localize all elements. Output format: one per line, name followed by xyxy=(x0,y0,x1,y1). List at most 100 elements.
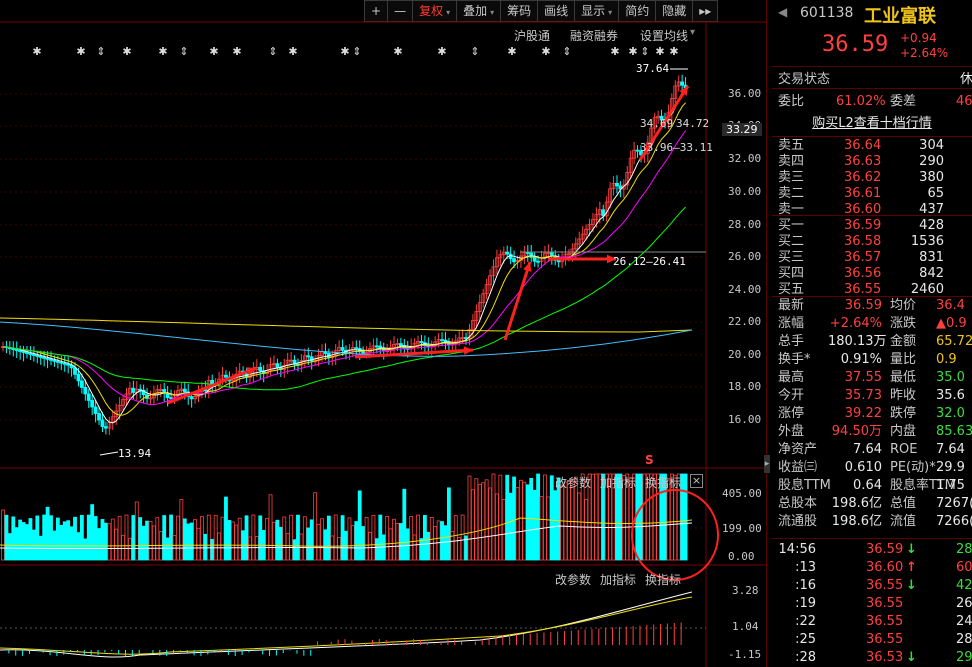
bid-row[interactable]: 买一 36.59 428 xyxy=(778,218,972,234)
candle-body xyxy=(525,252,530,254)
volume-bar xyxy=(350,525,355,561)
volume-bar xyxy=(402,488,407,561)
stat-label: 均价 xyxy=(890,298,917,313)
volume-bar xyxy=(405,528,410,561)
volume-bar xyxy=(200,516,204,561)
volume-bar xyxy=(182,518,187,561)
volume-bar xyxy=(625,473,630,561)
toolbar-more-button[interactable]: ▸▸ xyxy=(693,0,719,22)
toolbar-button-5[interactable]: 画线 xyxy=(538,0,576,22)
candle-body xyxy=(570,248,575,255)
volume-bar xyxy=(7,533,12,561)
bid-row[interactable]: 买五 36.55 2460 xyxy=(778,282,972,298)
volume-bar xyxy=(148,520,153,561)
margin-trading-link[interactable]: 融资融券 xyxy=(570,29,619,43)
price-change-pct: +2.64% xyxy=(900,46,949,60)
ask-row[interactable]: 卖三 36.62 380 xyxy=(778,170,972,186)
stat-label: 今开 xyxy=(778,388,805,403)
volume-bar xyxy=(11,516,16,561)
level-price: 36.61 xyxy=(844,186,882,201)
panel-divider xyxy=(766,0,767,667)
chevron-down-icon[interactable]: ▾ xyxy=(690,27,696,38)
level-price: 36.56 xyxy=(844,266,882,281)
volume-bar xyxy=(495,493,499,561)
ask-row[interactable]: 卖一 36.60 437 xyxy=(778,202,972,218)
macd-axis-mid: 1.04 xyxy=(732,620,759,633)
ma20-line xyxy=(2,130,687,405)
volume-bar xyxy=(649,473,654,561)
volume-bar xyxy=(443,525,448,561)
volume-bar xyxy=(79,514,84,561)
ask-row[interactable]: 卖五 36.64 304 xyxy=(778,138,972,154)
candle-body xyxy=(481,293,486,304)
stat-row: 净资产 7.64 ROE 7.64 xyxy=(778,442,972,458)
candle-body xyxy=(86,393,91,401)
toolbar-button-8[interactable]: 隐藏 xyxy=(656,0,694,22)
candle-body xyxy=(676,81,681,87)
bid-row[interactable]: 买四 36.56 842 xyxy=(778,266,972,282)
volume-bar xyxy=(90,504,95,561)
level-volume: 65 xyxy=(927,186,944,201)
ask-row[interactable]: 卖四 36.63 290 xyxy=(778,154,972,170)
vol-change-indicator-button[interactable]: 换指标 xyxy=(645,476,682,490)
stat-label: 涨停 xyxy=(778,406,805,421)
stat-value: 0.64 xyxy=(853,478,882,493)
volume-bar xyxy=(556,477,561,561)
quote-panel: ◀ 601138 工业富联 36.59 +0.94 +2.64% 交易状态 休市… xyxy=(772,0,972,667)
stat-label: 最高 xyxy=(778,370,805,385)
volume-bar xyxy=(512,476,516,561)
stat-value: 1.75 xyxy=(936,478,965,493)
volume-bar xyxy=(621,475,626,561)
toolbar-button-label: 隐藏 xyxy=(662,4,687,18)
bid-row[interactable]: 买二 36.58 1536 xyxy=(778,234,972,250)
candle-body xyxy=(128,387,132,395)
macd-add-indicator-button[interactable]: 加指标 xyxy=(600,573,637,587)
l2-upgrade-link[interactable]: 购买L2查看十档行情 xyxy=(812,116,932,131)
prev-stock-icon[interactable]: ◀ xyxy=(778,5,788,19)
macd-axis-min: -1.15 xyxy=(728,648,762,661)
vol-edit-params-button[interactable]: 改参数 xyxy=(555,476,592,490)
current-price-tag: 33.29 xyxy=(722,123,762,136)
stat-value: 35.73 xyxy=(844,388,882,403)
volume-bar xyxy=(628,477,633,561)
volume-ma-line xyxy=(0,522,693,550)
volume-bar xyxy=(258,515,263,561)
volume-bar xyxy=(368,531,372,561)
toolbar-button-1[interactable]: — xyxy=(388,0,414,22)
volume-bar xyxy=(467,475,472,561)
stat-value: 0.610 xyxy=(844,460,882,475)
bid-row[interactable]: 买三 36.57 831 xyxy=(778,250,972,266)
volume-bar xyxy=(374,538,379,561)
tick-price: 36.53 xyxy=(866,650,904,665)
volume-bar xyxy=(676,473,681,561)
volume-bar xyxy=(357,490,362,561)
volume-bar xyxy=(446,487,451,561)
candle-body xyxy=(59,361,64,364)
toolbar-button-4[interactable]: 筹码 xyxy=(501,0,539,22)
volume-bar xyxy=(165,537,170,561)
macd-edit-params-button[interactable]: 改参数 xyxy=(555,573,592,587)
collapse-handle[interactable]: ▸ xyxy=(764,455,770,473)
candle-body xyxy=(656,115,661,119)
vol-add-indicator-button[interactable]: 加指标 xyxy=(600,476,637,490)
candle-body xyxy=(416,341,420,344)
volume-bar xyxy=(385,515,390,561)
candle-body xyxy=(148,397,153,400)
candle-body xyxy=(567,253,571,256)
toolbar-button-6[interactable]: 显示 ▾ xyxy=(575,0,620,22)
toolbar-button-7[interactable]: 简约 xyxy=(619,0,657,22)
hk-connect-link[interactable]: 沪股通 xyxy=(514,29,551,43)
macd-change-indicator-button[interactable]: 换指标 xyxy=(645,573,682,587)
candle-body xyxy=(179,388,184,392)
ma-settings-link[interactable]: 设置均线 xyxy=(640,29,689,43)
chevron-down-icon: ▾ xyxy=(608,8,613,17)
volume-bar xyxy=(549,475,554,561)
candle-body xyxy=(364,351,369,354)
stat-value: 35.6 xyxy=(936,388,965,403)
kline-chart[interactable]: ✱ ✱ ⇕ ✱ ✱ ⇕ ✱ ✱ ⇕ ✱ ✱ ⇕ ✱ ✱ ⇕ ✱ ✱ ⇕ ✱ ✱ ⇕ ✱ ✱ xyxy=(0,0,770,667)
tick-price: 36.59 xyxy=(866,542,904,557)
candle-body xyxy=(371,345,376,350)
close-icon[interactable]: × xyxy=(690,474,703,488)
level-volume: 428 xyxy=(919,218,944,233)
ask-row[interactable]: 卖二 36.61 65 xyxy=(778,186,972,202)
